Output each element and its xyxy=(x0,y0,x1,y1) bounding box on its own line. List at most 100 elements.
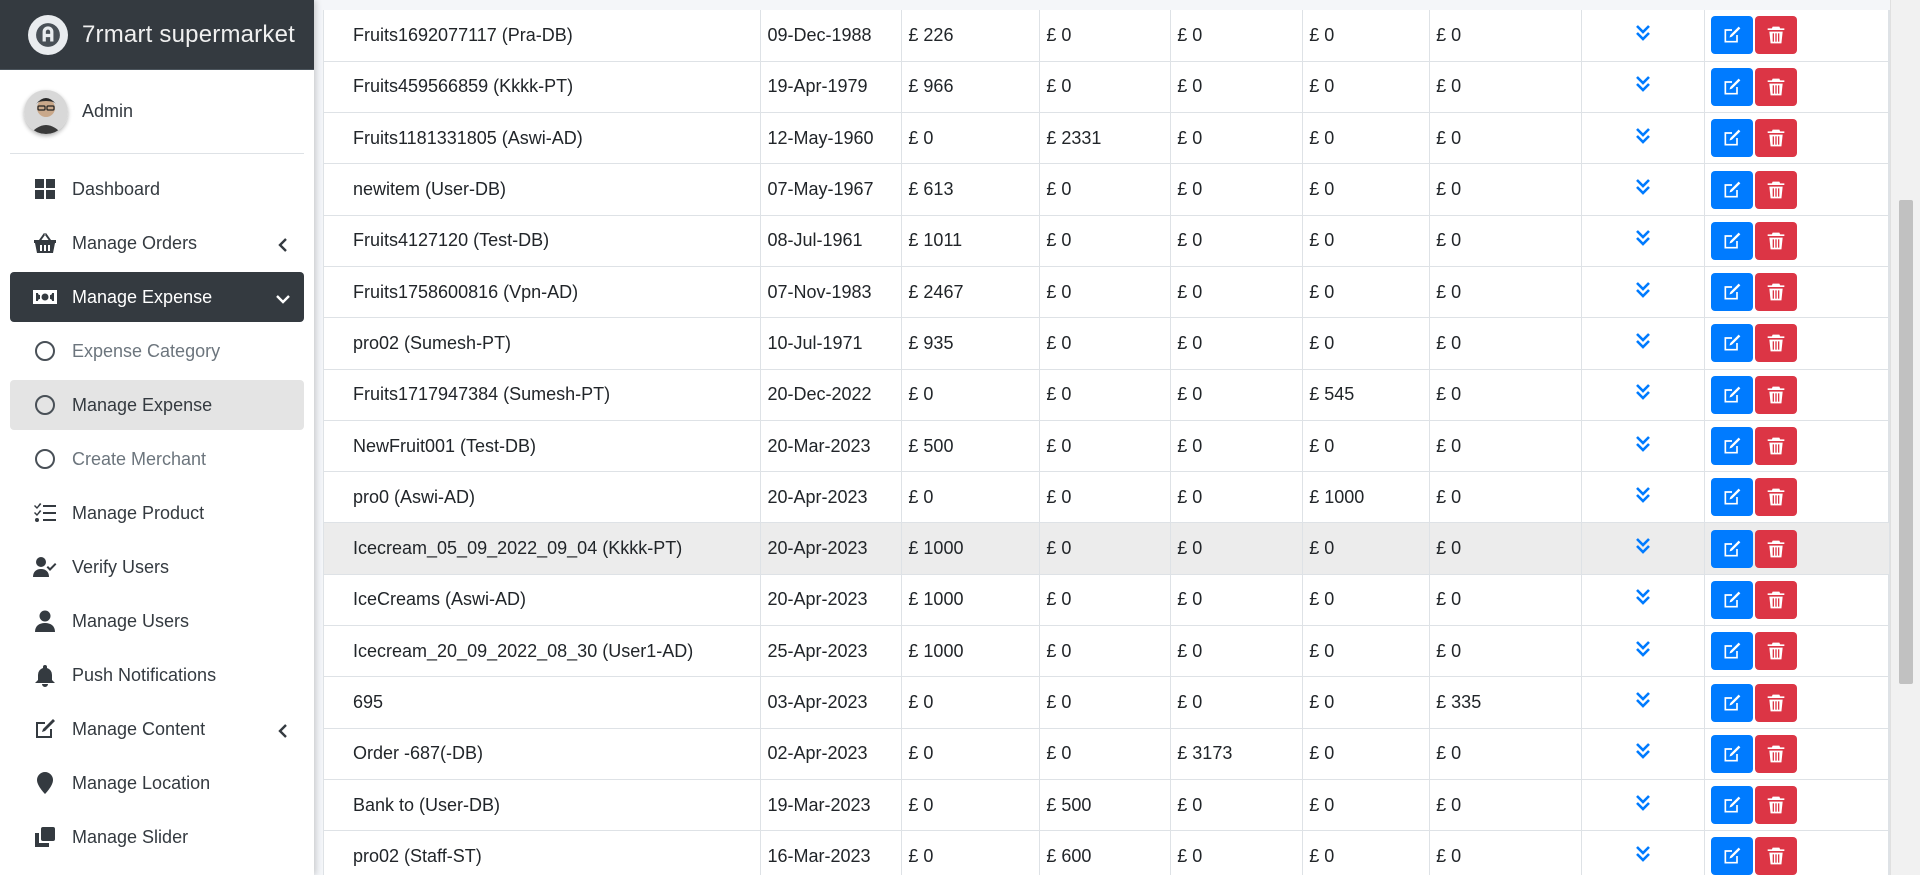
brand-link[interactable]: 7rmart supermarket xyxy=(0,0,314,70)
angle-double-down-icon[interactable] xyxy=(1635,76,1651,97)
angle-double-down-icon[interactable] xyxy=(1635,281,1651,303)
sidebar-item-manage-expense-sub[interactable]: Manage Expense xyxy=(10,380,304,430)
angle-double-down-icon[interactable] xyxy=(1635,794,1651,816)
edit-button[interactable] xyxy=(1711,734,1753,773)
angle-double-down-icon[interactable] xyxy=(1635,333,1651,354)
sidebar-item-dashboard[interactable]: Dashboard xyxy=(10,164,304,214)
sidebar-item-verify-users[interactable]: Verify Users xyxy=(10,542,304,592)
delete-button[interactable] xyxy=(1755,324,1797,363)
sidebar-item-expense-category-sub[interactable]: Expense Category xyxy=(10,326,304,376)
angle-double-down-icon[interactable] xyxy=(1635,230,1651,251)
edit-button[interactable] xyxy=(1711,16,1753,55)
angle-double-down-icon[interactable] xyxy=(1635,589,1651,610)
amount-col-2-cell: £ 0 xyxy=(1039,61,1172,114)
table-row[interactable]: Icecream_20_09_2022_08_30 (User1-AD) 25-A… xyxy=(324,625,1890,678)
edit-button[interactable] xyxy=(1711,273,1753,312)
table-row[interactable]: newitem (User-DB) 07-May-1967 £ 613 £ 0 £ 0 £… xyxy=(324,163,1890,216)
expense-title-cell: Fruits1181331805 (Aswi-AD) xyxy=(324,112,762,165)
table-row[interactable]: Fruits1717947384 (Sumesh-PT) 20-Dec-2022 £… xyxy=(324,369,1890,421)
sidebar-item-manage-content[interactable]: Manage Content xyxy=(10,704,304,754)
sidebar-item-manage-expense[interactable]: Manage Expense xyxy=(10,272,304,322)
edit-button[interactable] xyxy=(1711,529,1753,568)
edit-button[interactable] xyxy=(1711,427,1753,466)
delete-button[interactable] xyxy=(1755,580,1797,619)
delete-button[interactable] xyxy=(1755,16,1797,55)
edit-button[interactable] xyxy=(1711,837,1753,875)
table-row[interactable]: pro02 (Staff-ST) 16-Mar-2023 £ 0 £ 600 £ 0 £ … xyxy=(324,830,1890,875)
table-row[interactable]: Fruits459566859 (Kkkk-PT) 19-Apr-1979 £ 96… xyxy=(324,61,1890,114)
edit-button[interactable] xyxy=(1711,683,1753,722)
delete-button[interactable] xyxy=(1755,837,1797,875)
edit-button[interactable] xyxy=(1711,324,1753,363)
angle-double-down-icon[interactable] xyxy=(1635,435,1651,457)
angle-double-down-icon[interactable] xyxy=(1635,486,1651,508)
angle-double-down-icon[interactable] xyxy=(1635,179,1651,200)
user-panel[interactable]: Admin xyxy=(10,70,304,154)
table-row[interactable]: Order -687(-DB) 02-Apr-2023 £ 0 £ 0 £ 3173 £ … xyxy=(324,728,1890,780)
user-name[interactable]: Admin xyxy=(82,101,134,121)
delete-button[interactable] xyxy=(1755,632,1797,671)
amount-col-3-cell: £ 3173 xyxy=(1170,728,1304,780)
sidebar-item-manage-location[interactable]: Manage Location xyxy=(10,758,304,808)
angle-double-down-icon[interactable] xyxy=(1635,538,1651,559)
sidebar-item-push-notifications[interactable]: Push Notifications xyxy=(10,650,304,700)
angle-double-down-icon[interactable] xyxy=(1635,743,1651,764)
delete-button[interactable] xyxy=(1755,170,1797,209)
delete-button[interactable] xyxy=(1755,478,1797,517)
table-row[interactable]: pro0 (Aswi-AD) 20-Apr-2023 £ 0 £ 0 £ 0 £ 1000… xyxy=(324,471,1890,524)
edit-button[interactable] xyxy=(1711,478,1753,517)
delete-button[interactable] xyxy=(1755,734,1797,773)
edit-button[interactable] xyxy=(1711,375,1753,414)
table-row[interactable]: Icecream_05_09_2022_09_04 (Kkkk-PT) 20-Ap… xyxy=(324,522,1890,575)
table-row[interactable]: Fruits1692077117 (Pra-DB) 09-Dec-1988 £ 22… xyxy=(324,10,1890,62)
table-row[interactable]: NewFruit001 (Test-DB) 20-Mar-2023 £ 500 £ 0… xyxy=(324,420,1890,473)
amount-col-3-cell: £ 0 xyxy=(1170,471,1304,524)
table-row[interactable]: Fruits1181331805 (Aswi-AD) 12-May-1960 £ 0… xyxy=(324,112,1890,165)
amount-col-3-cell: £ 0 xyxy=(1170,625,1304,678)
delete-button[interactable] xyxy=(1755,273,1797,312)
delete-button[interactable] xyxy=(1755,375,1797,414)
sidebar-item-manage-orders[interactable]: Manage Orders xyxy=(10,218,304,268)
delete-button[interactable] xyxy=(1755,786,1797,825)
date-cell: 03-Apr-2023 xyxy=(760,676,903,729)
angle-double-down-icon[interactable] xyxy=(1635,692,1651,713)
amount-col-4-cell: £ 0 xyxy=(1302,163,1431,216)
page-scrollbar[interactable] xyxy=(1890,0,1920,875)
edit-button[interactable] xyxy=(1711,786,1753,825)
delete-button[interactable] xyxy=(1755,683,1797,722)
delete-button[interactable] xyxy=(1755,67,1797,106)
sidebar-item-manage-product[interactable]: Manage Product xyxy=(10,488,304,538)
delete-button[interactable] xyxy=(1755,119,1797,158)
amount-col-5-cell: £ 0 xyxy=(1429,625,1583,678)
edit-button[interactable] xyxy=(1711,170,1753,209)
angle-double-down-icon[interactable] xyxy=(1635,845,1651,867)
angle-double-down-icon[interactable] xyxy=(1635,384,1651,405)
edit-button[interactable] xyxy=(1711,580,1753,619)
angle-double-down-icon[interactable] xyxy=(1635,640,1651,662)
table-row[interactable]: Bank to (User-DB) 19-Mar-2023 £ 0 £ 500 £ 0 £… xyxy=(324,779,1890,832)
delete-button[interactable] xyxy=(1755,529,1797,568)
sidebar-item-create-merchant-sub[interactable]: Create Merchant xyxy=(10,434,304,484)
edit-button[interactable] xyxy=(1711,221,1753,260)
table-row[interactable]: Fruits4127120 (Test-DB) 08-Jul-1961 £ 1011… xyxy=(324,215,1890,267)
angle-double-down-icon[interactable] xyxy=(1635,24,1651,46)
avatar[interactable] xyxy=(24,89,68,134)
table-row[interactable]: 695 03-Apr-2023 £ 0 £ 0 £ 0 £ 0 £ 335 xyxy=(324,676,1890,729)
delete-button[interactable] xyxy=(1755,427,1797,466)
scrollbar-thumb[interactable] xyxy=(1899,200,1913,684)
amount-col-1-cell: £ 1000 xyxy=(901,522,1041,575)
brand-logo-icon xyxy=(28,14,68,55)
user-check-icon xyxy=(32,554,58,580)
edit-button[interactable] xyxy=(1711,119,1753,158)
table-row[interactable]: Fruits1758600816 (Vpn-AD) 07-Nov-1983 £ 24… xyxy=(324,266,1890,319)
delete-button[interactable] xyxy=(1755,221,1797,260)
sidebar-item-manage-users[interactable]: Manage Users xyxy=(10,596,304,646)
table-row[interactable]: IceCreams (Aswi-AD) 20-Apr-2023 £ 1000 £ 0 £… xyxy=(324,574,1890,627)
edit-button[interactable] xyxy=(1711,632,1753,671)
edit-button[interactable] xyxy=(1711,67,1753,106)
table-row[interactable]: pro02 (Sumesh-PT) 10-Jul-1971 £ 935 £ 0 £ 0 £… xyxy=(324,317,1890,370)
expense-title-cell: Icecream_20_09_2022_08_30 (User1-AD) xyxy=(324,625,762,678)
amount-col-4-cell: £ 0 xyxy=(1302,522,1431,575)
sidebar-item-manage-slider[interactable]: Manage Slider xyxy=(10,812,304,862)
angle-double-down-icon[interactable] xyxy=(1635,127,1651,149)
